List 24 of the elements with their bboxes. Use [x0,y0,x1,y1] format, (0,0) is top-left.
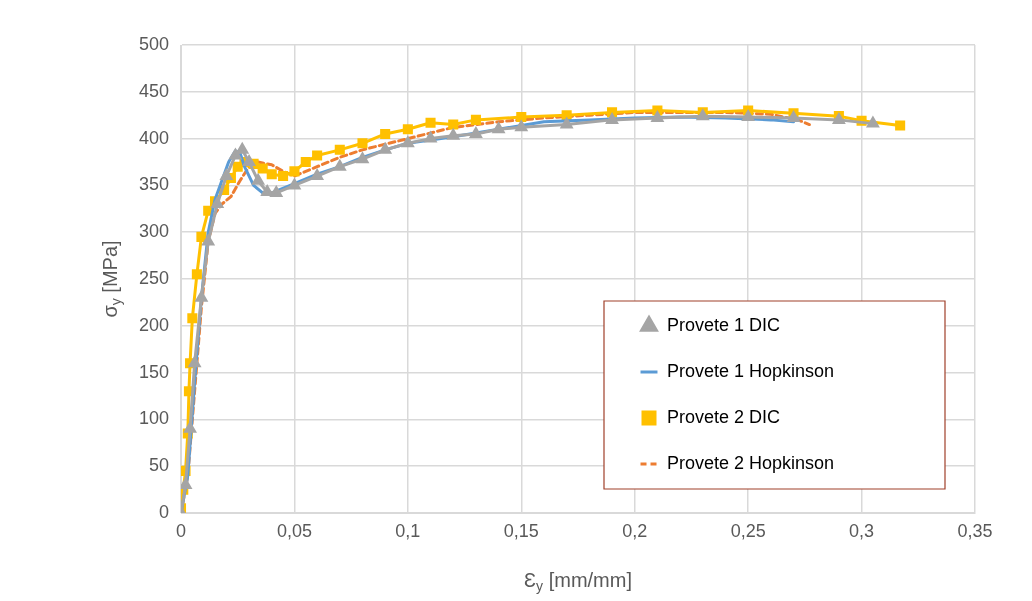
x-tick-label: 0,35 [957,520,993,541]
y-tick-label: 150 [138,361,169,382]
y-tick-label: 350 [138,174,169,195]
x-tick-label: 0,2 [622,520,648,541]
x-tick-label: 0 [175,520,187,541]
x-tick-label: 0,1 [395,520,421,541]
y-axis-title: σy [MPa] [98,240,124,318]
legend-label: Provete 1 Hopkinson [667,360,835,381]
y-tick-label: 200 [138,314,169,335]
x-tick-label: 0,25 [730,520,766,541]
x-tick-label: 0,3 [849,520,875,541]
y-tick-label: 450 [138,80,169,101]
y-tick-label: 50 [148,455,169,476]
y-tick-label: 100 [138,408,169,429]
legend-label: Provete 2 Hopkinson [667,452,835,473]
y-tick-label: 500 [138,33,169,54]
y-tick-label: 400 [138,127,169,148]
legend-label: Provete 2 DIC [667,406,781,427]
y-tick-label: 250 [138,267,169,288]
y-tick-label: 0 [158,501,169,522]
y-tick-label: 300 [138,221,169,242]
x-tick-label: 0,05 [276,520,312,541]
legend-label: Provete 1 DIC [667,314,781,335]
x-tick-label: 0,15 [503,520,539,541]
